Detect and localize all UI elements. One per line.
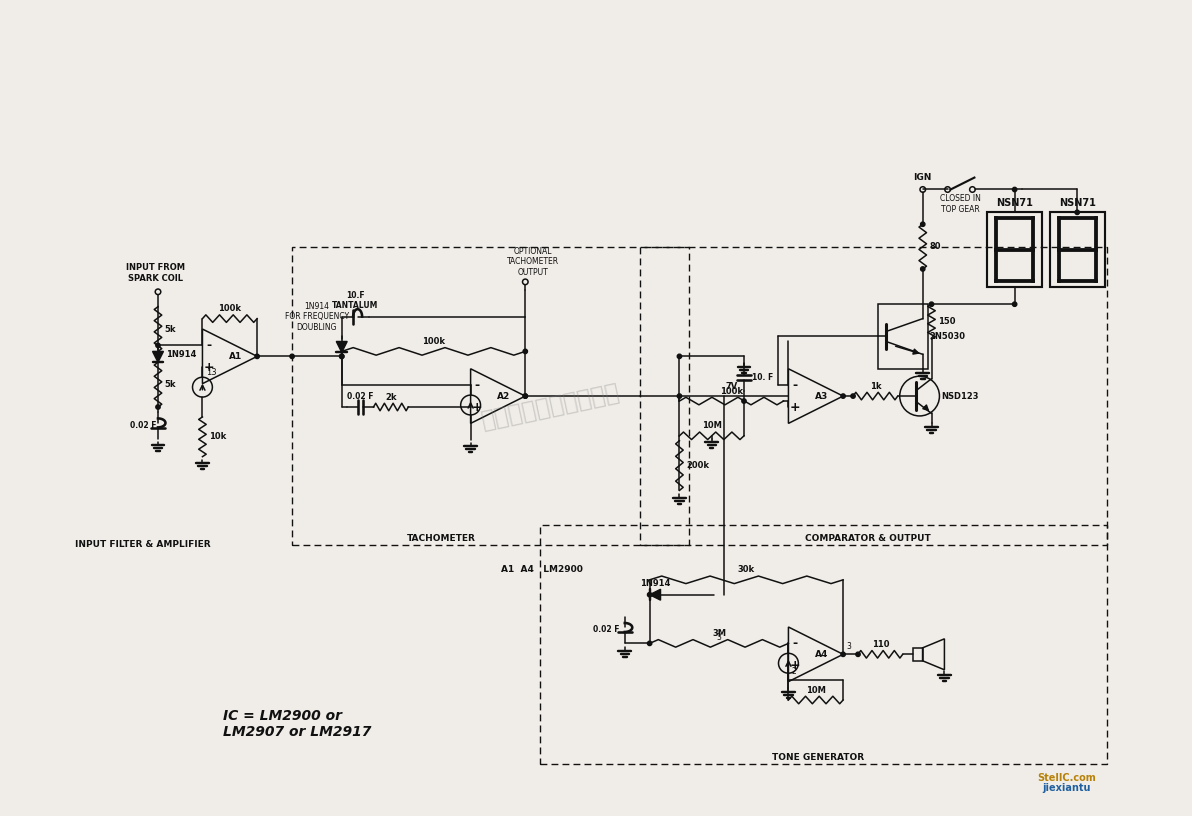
Circle shape: [856, 652, 861, 657]
Text: 2k: 2k: [385, 392, 397, 401]
Text: CLOSED IN
TOP GEAR: CLOSED IN TOP GEAR: [939, 194, 981, 214]
Bar: [292, 247, 689, 545]
Text: +: +: [790, 401, 800, 414]
Bar: [879, 304, 927, 369]
Text: 80: 80: [930, 242, 942, 251]
Text: 10.F
TANTALUM: 10.F TANTALUM: [331, 290, 378, 310]
Text: -: -: [474, 379, 480, 392]
Text: 30k: 30k: [738, 565, 755, 574]
Circle shape: [1012, 188, 1017, 192]
Circle shape: [1012, 302, 1017, 306]
Text: 10k: 10k: [209, 432, 226, 441]
Text: 3: 3: [846, 642, 851, 651]
Circle shape: [677, 354, 682, 358]
Text: jiexiantu: jiexiantu: [1043, 783, 1091, 793]
Text: 2N5030: 2N5030: [930, 332, 966, 341]
Text: A1: A1: [229, 352, 242, 361]
Circle shape: [523, 394, 528, 398]
Text: 10M: 10M: [702, 421, 721, 430]
Circle shape: [840, 394, 845, 398]
Text: 1N914: 1N914: [166, 350, 197, 359]
Circle shape: [741, 399, 746, 403]
Text: 7V: 7V: [726, 382, 738, 391]
Circle shape: [840, 652, 845, 657]
Text: 1N914
FOR FREQUENCY
DOUBLING: 1N914 FOR FREQUENCY DOUBLING: [285, 302, 349, 331]
Text: A3: A3: [815, 392, 828, 401]
Text: OPTIONAL
TACHOMETER
OUTPUT: OPTIONAL TACHOMETER OUTPUT: [507, 247, 559, 277]
Text: IGN: IGN: [913, 172, 932, 181]
Circle shape: [920, 267, 925, 271]
Circle shape: [156, 344, 160, 348]
Bar: [540, 526, 1106, 764]
Text: 10. F: 10. F: [752, 373, 774, 382]
Circle shape: [647, 592, 652, 597]
Circle shape: [930, 302, 933, 306]
Bar: [1050, 212, 1105, 287]
Text: 200k: 200k: [687, 461, 709, 470]
Bar: [640, 247, 1106, 545]
Text: A2: A2: [497, 392, 510, 401]
Text: 5k: 5k: [164, 325, 176, 334]
Text: TONE GENERATOR: TONE GENERATOR: [772, 752, 864, 761]
Text: 100k: 100k: [720, 387, 743, 396]
Text: 10M: 10M: [806, 685, 826, 694]
Circle shape: [647, 641, 652, 645]
Text: NSN71: NSN71: [1058, 198, 1095, 208]
Circle shape: [340, 354, 344, 358]
Text: -: -: [793, 379, 797, 392]
Text: COMPARATOR & OUTPUT: COMPARATOR & OUTPUT: [806, 534, 931, 543]
Text: 0.02 F: 0.02 F: [347, 392, 373, 401]
Text: 13: 13: [206, 368, 217, 377]
Text: 2: 2: [791, 667, 796, 676]
Circle shape: [290, 354, 294, 358]
Polygon shape: [336, 341, 347, 353]
Circle shape: [340, 354, 344, 358]
Text: 0.02 F: 0.02 F: [130, 421, 156, 430]
Text: 100k: 100k: [422, 337, 445, 346]
Bar: [987, 212, 1042, 287]
Text: A4: A4: [815, 650, 828, 659]
Text: NSD123: NSD123: [940, 392, 979, 401]
Circle shape: [523, 349, 528, 353]
Text: StelIC.com: StelIC.com: [1037, 774, 1097, 783]
Text: -: -: [793, 636, 797, 650]
Text: +: +: [204, 361, 215, 374]
Text: 150: 150: [938, 317, 956, 326]
Circle shape: [920, 222, 925, 227]
Circle shape: [156, 405, 160, 409]
Text: 0.02 F: 0.02 F: [594, 626, 620, 635]
Text: A1  A4   LM2900: A1 A4 LM2900: [501, 565, 583, 574]
Text: 1N914: 1N914: [640, 579, 670, 588]
Circle shape: [1075, 211, 1080, 215]
Text: 5k: 5k: [164, 380, 176, 389]
Text: 100k: 100k: [218, 304, 241, 313]
Text: 110: 110: [871, 640, 889, 649]
Text: TACHOMETER: TACHOMETER: [406, 534, 476, 543]
Text: 3M: 3M: [712, 629, 726, 638]
Polygon shape: [153, 352, 163, 362]
Text: INPUT FROM
SPARK COIL: INPUT FROM SPARK COIL: [125, 264, 185, 283]
Text: IC = LM2900 or
LM2907 or LM2917: IC = LM2900 or LM2907 or LM2917: [223, 709, 371, 739]
Circle shape: [851, 394, 855, 398]
Circle shape: [255, 354, 260, 358]
Text: 3: 3: [716, 633, 721, 642]
Text: INPUT FILTER & AMPLIFIER: INPUT FILTER & AMPLIFIER: [75, 540, 211, 549]
Circle shape: [677, 394, 682, 398]
Polygon shape: [650, 589, 660, 601]
Text: 长沙炬象科技有限公司: 长沙炬象科技有限公司: [479, 379, 622, 432]
Text: +: +: [790, 659, 800, 672]
Text: -: -: [206, 339, 212, 352]
Bar: [913, 648, 923, 661]
Text: NSN71: NSN71: [997, 198, 1033, 208]
Text: +: +: [472, 401, 483, 414]
Circle shape: [523, 394, 528, 398]
Text: 1k: 1k: [870, 382, 881, 391]
